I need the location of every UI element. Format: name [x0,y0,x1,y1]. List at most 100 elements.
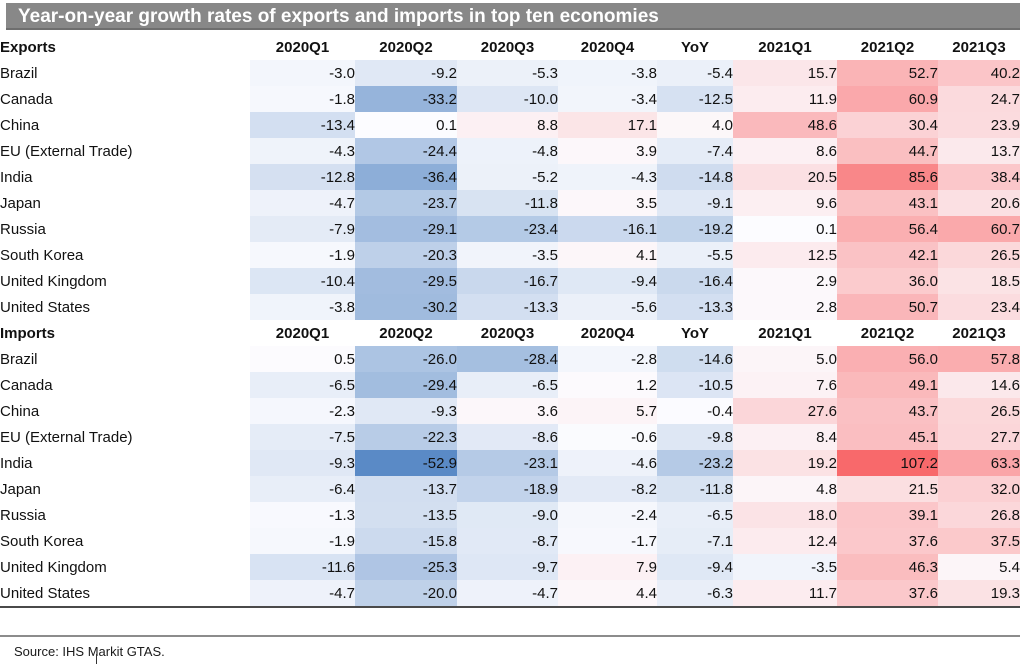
column-header: 2020Q4 [558,320,657,346]
value-cell: -6.4 [250,476,355,502]
value-cell: 12.5 [733,242,837,268]
value-cell: 3.6 [457,398,558,424]
value-cell: -10.4 [250,268,355,294]
value-cell: -7.1 [657,528,733,554]
value-cell: 14.6 [938,372,1020,398]
value-cell: -9.3 [250,450,355,476]
value-cell: 50.7 [837,294,938,320]
value-cell: -13.3 [657,294,733,320]
table-row: United Kingdom -10.4 -29.5 -16.7 -9.4 -16.4 2.… [0,268,1020,294]
value-cell: 20.5 [733,164,837,190]
economy-label: United States [0,294,250,320]
value-cell: -1.7 [558,528,657,554]
value-cell: 36.0 [837,268,938,294]
column-header: 2020Q2 [355,34,457,60]
value-cell: -2.4 [558,502,657,528]
value-cell: -2.8 [558,346,657,372]
value-cell: -23.1 [457,450,558,476]
table-row: Japan -6.4 -13.7 -18.9 -8.2 -11.8 4.8 21.5 32.0 [0,476,1020,502]
column-header: 2021Q3 [938,34,1020,60]
value-cell: -9.8 [657,424,733,450]
column-header: YoY [657,34,733,60]
value-cell: 0.1 [355,112,457,138]
economy-label: China [0,112,250,138]
value-cell: -11.8 [657,476,733,502]
section-header-row: Imports 2020Q1 2020Q2 2020Q3 2020Q4 YoY 2021Q1… [0,320,1020,346]
value-cell: -8.7 [457,528,558,554]
value-cell: -3.5 [733,554,837,580]
value-cell: 5.7 [558,398,657,424]
value-cell: -1.8 [250,86,355,112]
value-cell: -4.6 [558,450,657,476]
value-cell: 20.6 [938,190,1020,216]
value-cell: 63.3 [938,450,1020,476]
table-row: China -2.3 -9.3 3.6 5.7 -0.4 27.6 43.7 26.5 [0,398,1020,424]
section-header-row: Exports 2020Q1 2020Q2 2020Q3 2020Q4 YoY 2021Q1… [0,34,1020,60]
table-row: Russia -7.9 -29.1 -23.4 -16.1 -19.2 0.1 56.4 60.… [0,216,1020,242]
value-cell: -13.3 [457,294,558,320]
value-cell: 26.5 [938,398,1020,424]
value-cell: -1.9 [250,242,355,268]
value-cell: -22.3 [355,424,457,450]
value-cell: 85.6 [837,164,938,190]
value-cell: 52.7 [837,60,938,86]
source-note: Source: IHS Markit GTAS. [14,644,165,659]
economy-label: Russia [0,216,250,242]
value-cell: -16.7 [457,268,558,294]
value-cell: 2.9 [733,268,837,294]
value-cell: 30.4 [837,112,938,138]
value-cell: -8.6 [457,424,558,450]
value-cell: -6.5 [250,372,355,398]
value-cell: 42.1 [837,242,938,268]
economy-label: Russia [0,502,250,528]
value-cell: -0.4 [657,398,733,424]
growth-rates-table: Exports 2020Q1 2020Q2 2020Q3 2020Q4 YoY 2021Q1… [0,34,1020,608]
value-cell: 38.4 [938,164,1020,190]
value-cell: 3.5 [558,190,657,216]
value-cell: 32.0 [938,476,1020,502]
value-cell: -3.8 [250,294,355,320]
value-cell: -29.5 [355,268,457,294]
value-cell: -3.8 [558,60,657,86]
value-cell: -11.8 [457,190,558,216]
table-row: Brazil -3.0 -9.2 -5.3 -3.8 -5.4 15.7 52.7 40.2 [0,60,1020,86]
economy-label: South Korea [0,242,250,268]
value-cell: -2.3 [250,398,355,424]
value-cell: 3.9 [558,138,657,164]
value-cell: -23.4 [457,216,558,242]
value-cell: -26.0 [355,346,457,372]
column-header: 2020Q2 [355,320,457,346]
table-row: United States -4.7 -20.0 -4.7 4.4 -6.3 11.7 37.… [0,580,1020,607]
value-cell: 17.1 [558,112,657,138]
value-cell: 27.7 [938,424,1020,450]
value-cell: -5.6 [558,294,657,320]
chart-title: Year-on-year growth rates of exports and… [6,3,1020,30]
value-cell: -5.2 [457,164,558,190]
value-cell: 19.2 [733,450,837,476]
value-cell: -12.8 [250,164,355,190]
value-cell: 19.3 [938,580,1020,607]
table-row: United Kingdom -11.6 -25.3 -9.7 7.9 -9.4 -3.5 4… [0,554,1020,580]
value-cell: -3.5 [457,242,558,268]
value-cell: 4.8 [733,476,837,502]
value-cell: -14.6 [657,346,733,372]
value-cell: -8.2 [558,476,657,502]
value-cell: -10.5 [657,372,733,398]
value-cell: -3.0 [250,60,355,86]
value-cell: -7.5 [250,424,355,450]
value-cell: 7.9 [558,554,657,580]
value-cell: -4.7 [250,580,355,607]
value-cell: -20.0 [355,580,457,607]
column-header: YoY [657,320,733,346]
value-cell: 57.8 [938,346,1020,372]
value-cell: 45.1 [837,424,938,450]
value-cell: -18.9 [457,476,558,502]
value-cell: 12.4 [733,528,837,554]
table-row: Russia -1.3 -13.5 -9.0 -2.4 -6.5 18.0 39.1 26.8 [0,502,1020,528]
economy-label: Japan [0,476,250,502]
value-cell: 56.0 [837,346,938,372]
value-cell: -11.6 [250,554,355,580]
value-cell: -7.4 [657,138,733,164]
value-cell: -12.5 [657,86,733,112]
column-header: 2021Q1 [733,34,837,60]
